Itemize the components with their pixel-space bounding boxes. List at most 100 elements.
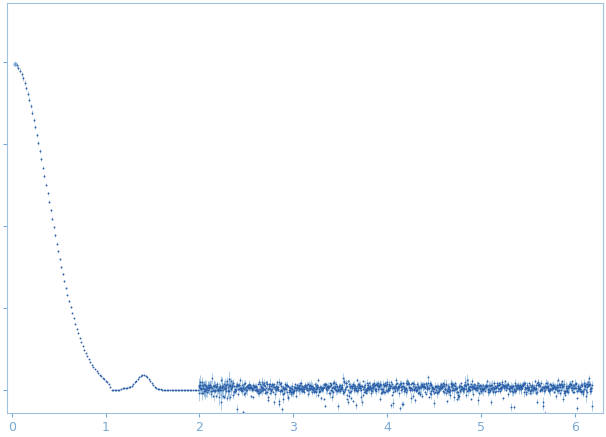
Point [471, 385, 481, 392]
Point [288, 387, 298, 394]
Point [179, 386, 188, 393]
Point [204, 382, 213, 388]
Point [199, 381, 208, 388]
Point [368, 381, 378, 388]
Point [235, 385, 245, 392]
Point [202, 384, 211, 391]
Point [336, 386, 345, 393]
Point [341, 379, 351, 386]
Point [552, 384, 562, 391]
Point [533, 382, 542, 388]
Point [424, 384, 433, 391]
Point [291, 392, 301, 399]
Point [339, 379, 348, 386]
Point [142, 374, 152, 381]
Point [418, 383, 427, 390]
Point [301, 381, 310, 388]
Point [287, 382, 297, 389]
Point [522, 382, 532, 389]
Point [430, 383, 439, 390]
Point [450, 379, 460, 386]
Point [428, 385, 438, 392]
Point [584, 381, 593, 388]
Point [559, 388, 569, 395]
Point [303, 386, 313, 393]
Point [558, 382, 568, 389]
Point [199, 390, 208, 397]
Point [530, 378, 539, 385]
Point [136, 372, 146, 379]
Point [225, 393, 235, 400]
Point [373, 382, 383, 389]
Point [47, 215, 57, 222]
Point [380, 388, 390, 395]
Point [431, 384, 441, 391]
Point [490, 383, 500, 390]
Point [540, 409, 550, 416]
Point [584, 382, 593, 389]
Point [244, 382, 253, 388]
Point [548, 382, 558, 389]
Point [238, 388, 247, 395]
Point [557, 383, 567, 390]
Point [281, 386, 291, 393]
Point [215, 393, 224, 400]
Point [320, 381, 330, 388]
Point [362, 385, 371, 392]
Point [516, 385, 526, 392]
Point [352, 383, 362, 390]
Point [493, 381, 503, 388]
Point [233, 382, 242, 389]
Point [212, 381, 222, 388]
Point [396, 384, 405, 391]
Point [204, 385, 213, 392]
Point [323, 382, 333, 389]
Point [530, 386, 540, 393]
Point [539, 385, 548, 392]
Point [348, 381, 358, 388]
Point [574, 384, 584, 391]
Point [422, 385, 431, 392]
Point [432, 383, 442, 390]
Point [463, 381, 473, 388]
Point [56, 263, 66, 270]
Point [551, 393, 561, 400]
Point [281, 385, 290, 392]
Point [535, 383, 545, 390]
Point [496, 384, 506, 391]
Point [482, 382, 491, 389]
Point [355, 383, 364, 390]
Point [519, 381, 529, 388]
Point [454, 393, 464, 400]
Point [418, 382, 428, 389]
Point [390, 382, 399, 389]
Point [385, 383, 395, 390]
Point [207, 384, 217, 391]
Point [514, 383, 524, 390]
Point [367, 388, 376, 395]
Point [12, 62, 22, 69]
Point [487, 381, 497, 388]
Point [418, 383, 427, 390]
Point [291, 387, 301, 394]
Point [581, 383, 590, 390]
Point [21, 84, 31, 91]
Point [421, 383, 430, 390]
Point [545, 385, 555, 392]
Point [202, 388, 212, 395]
Point [582, 380, 591, 387]
Point [224, 388, 234, 395]
Point [413, 382, 423, 389]
Point [280, 380, 290, 387]
Point [335, 382, 344, 388]
Point [309, 384, 319, 391]
Point [378, 388, 387, 395]
Point [427, 384, 437, 391]
Point [522, 385, 531, 392]
Point [167, 386, 176, 393]
Point [473, 382, 482, 388]
Point [568, 388, 578, 395]
Point [202, 387, 211, 394]
Point [244, 384, 254, 391]
Point [250, 382, 260, 389]
